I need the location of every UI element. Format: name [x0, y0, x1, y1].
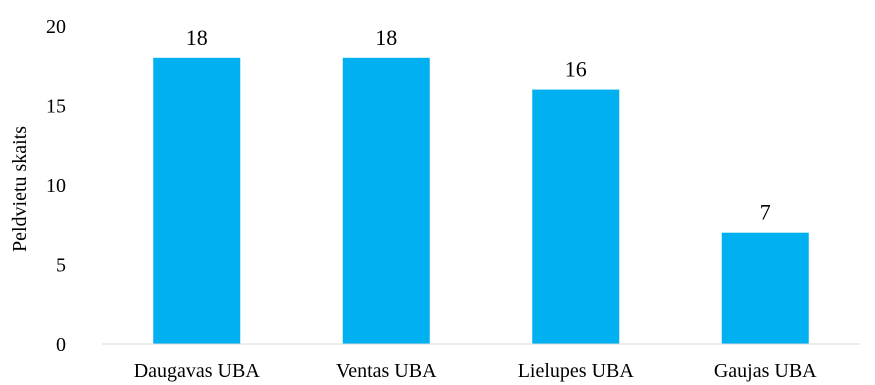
y-axis-ticks: 0 5 10 15 20 [46, 16, 66, 356]
y-tick-label: 15 [46, 96, 66, 118]
y-axis-title: Peldvietu skaits [9, 126, 31, 252]
x-tick-label: Ventas UBA [336, 360, 437, 382]
x-tick-label: Lielupes UBA [518, 360, 635, 382]
data-label: 7 [760, 200, 771, 225]
y-tick-label: 5 [56, 255, 66, 277]
bars [153, 57, 809, 345]
data-labels: 18 18 16 7 [186, 25, 771, 225]
bar [721, 232, 809, 344]
bar [532, 89, 620, 344]
y-tick-label: 10 [46, 175, 66, 197]
y-tick-label: 0 [56, 334, 66, 356]
x-axis-ticks: Daugavas UBA Ventas UBA Lielupes UBA Gaujas… [134, 360, 817, 382]
y-tick-label: 20 [46, 16, 66, 38]
x-tick-label: Gaujas UBA [714, 360, 817, 382]
data-label: 16 [565, 57, 587, 82]
bar [342, 57, 430, 345]
data-label: 18 [375, 25, 397, 50]
bar [153, 57, 241, 345]
x-tick-label: Daugavas UBA [134, 360, 261, 382]
data-label: 18 [186, 25, 208, 50]
